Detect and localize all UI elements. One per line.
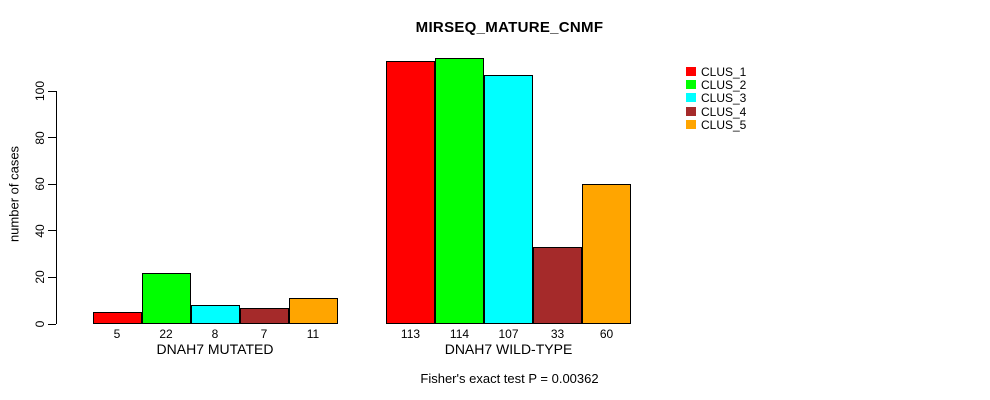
bar-clus_5-mutated — [288, 298, 338, 324]
bar-clus_1-mutated — [92, 312, 142, 324]
y-axis-tick — [48, 230, 56, 232]
bar-clus_2-mutated — [141, 272, 191, 324]
x-category-label: DNAH7 WILD-TYPE — [444, 341, 573, 357]
bar-clus_1-wild-type — [386, 60, 435, 324]
x-category-label: DNAH7 MUTATED — [156, 341, 274, 357]
bar-value-label: 11 — [306, 327, 320, 341]
y-axis-tick — [48, 323, 56, 325]
y-axis-tick — [48, 137, 56, 139]
bar-clus_4-mutated — [239, 307, 289, 324]
fisher-test-annotation: Fisher's exact test P = 0.00362 — [420, 371, 599, 386]
bar-value-label: 107 — [498, 327, 519, 341]
legend-label: CLUS_2 — [701, 77, 747, 92]
bar-value-label: 33 — [550, 327, 565, 341]
bar-value-label: 114 — [449, 327, 470, 341]
y-tick-label: 60 — [33, 177, 47, 191]
legend-swatch-clus_1 — [686, 66, 696, 76]
bar-value-label: 8 — [211, 327, 219, 341]
chart-title: MIRSEQ_MATURE_CNMF — [415, 19, 604, 36]
y-tick-label: 40 — [33, 224, 47, 238]
legend-label: CLUS_1 — [701, 64, 747, 79]
bar-clus_3-wild-type — [484, 74, 533, 324]
legend-swatch-clus_2 — [686, 79, 696, 89]
bar-value-label: 5 — [113, 327, 121, 341]
y-tick-label: 0 — [33, 320, 47, 328]
y-axis-line — [56, 91, 57, 324]
y-tick-label: 80 — [33, 130, 47, 145]
bar-clus_4-wild-type — [533, 247, 582, 324]
y-axis-title: number of cases — [6, 145, 22, 243]
legend-label: CLUS_3 — [701, 91, 747, 106]
bar-value-label: 60 — [599, 327, 614, 341]
bar-value-label: 7 — [260, 327, 268, 341]
y-tick-label: 20 — [33, 270, 47, 285]
bar-clus_3-mutated — [190, 305, 240, 324]
legend-swatch-clus_5 — [686, 119, 696, 129]
bar-clus_2-wild-type — [435, 58, 484, 324]
y-axis-tick — [48, 90, 56, 92]
bar-value-label: 22 — [159, 327, 173, 341]
legend-swatch-clus_4 — [686, 106, 696, 116]
bar-clus_5-wild-type — [582, 184, 631, 324]
bar-value-label: 113 — [400, 327, 421, 341]
legend-label: CLUS_5 — [701, 117, 747, 132]
legend-label: CLUS_4 — [701, 104, 747, 119]
legend-swatch-clus_3 — [686, 93, 696, 103]
y-axis-tick — [48, 183, 56, 185]
y-axis-tick — [48, 276, 56, 278]
y-tick-label: 100 — [33, 80, 47, 102]
